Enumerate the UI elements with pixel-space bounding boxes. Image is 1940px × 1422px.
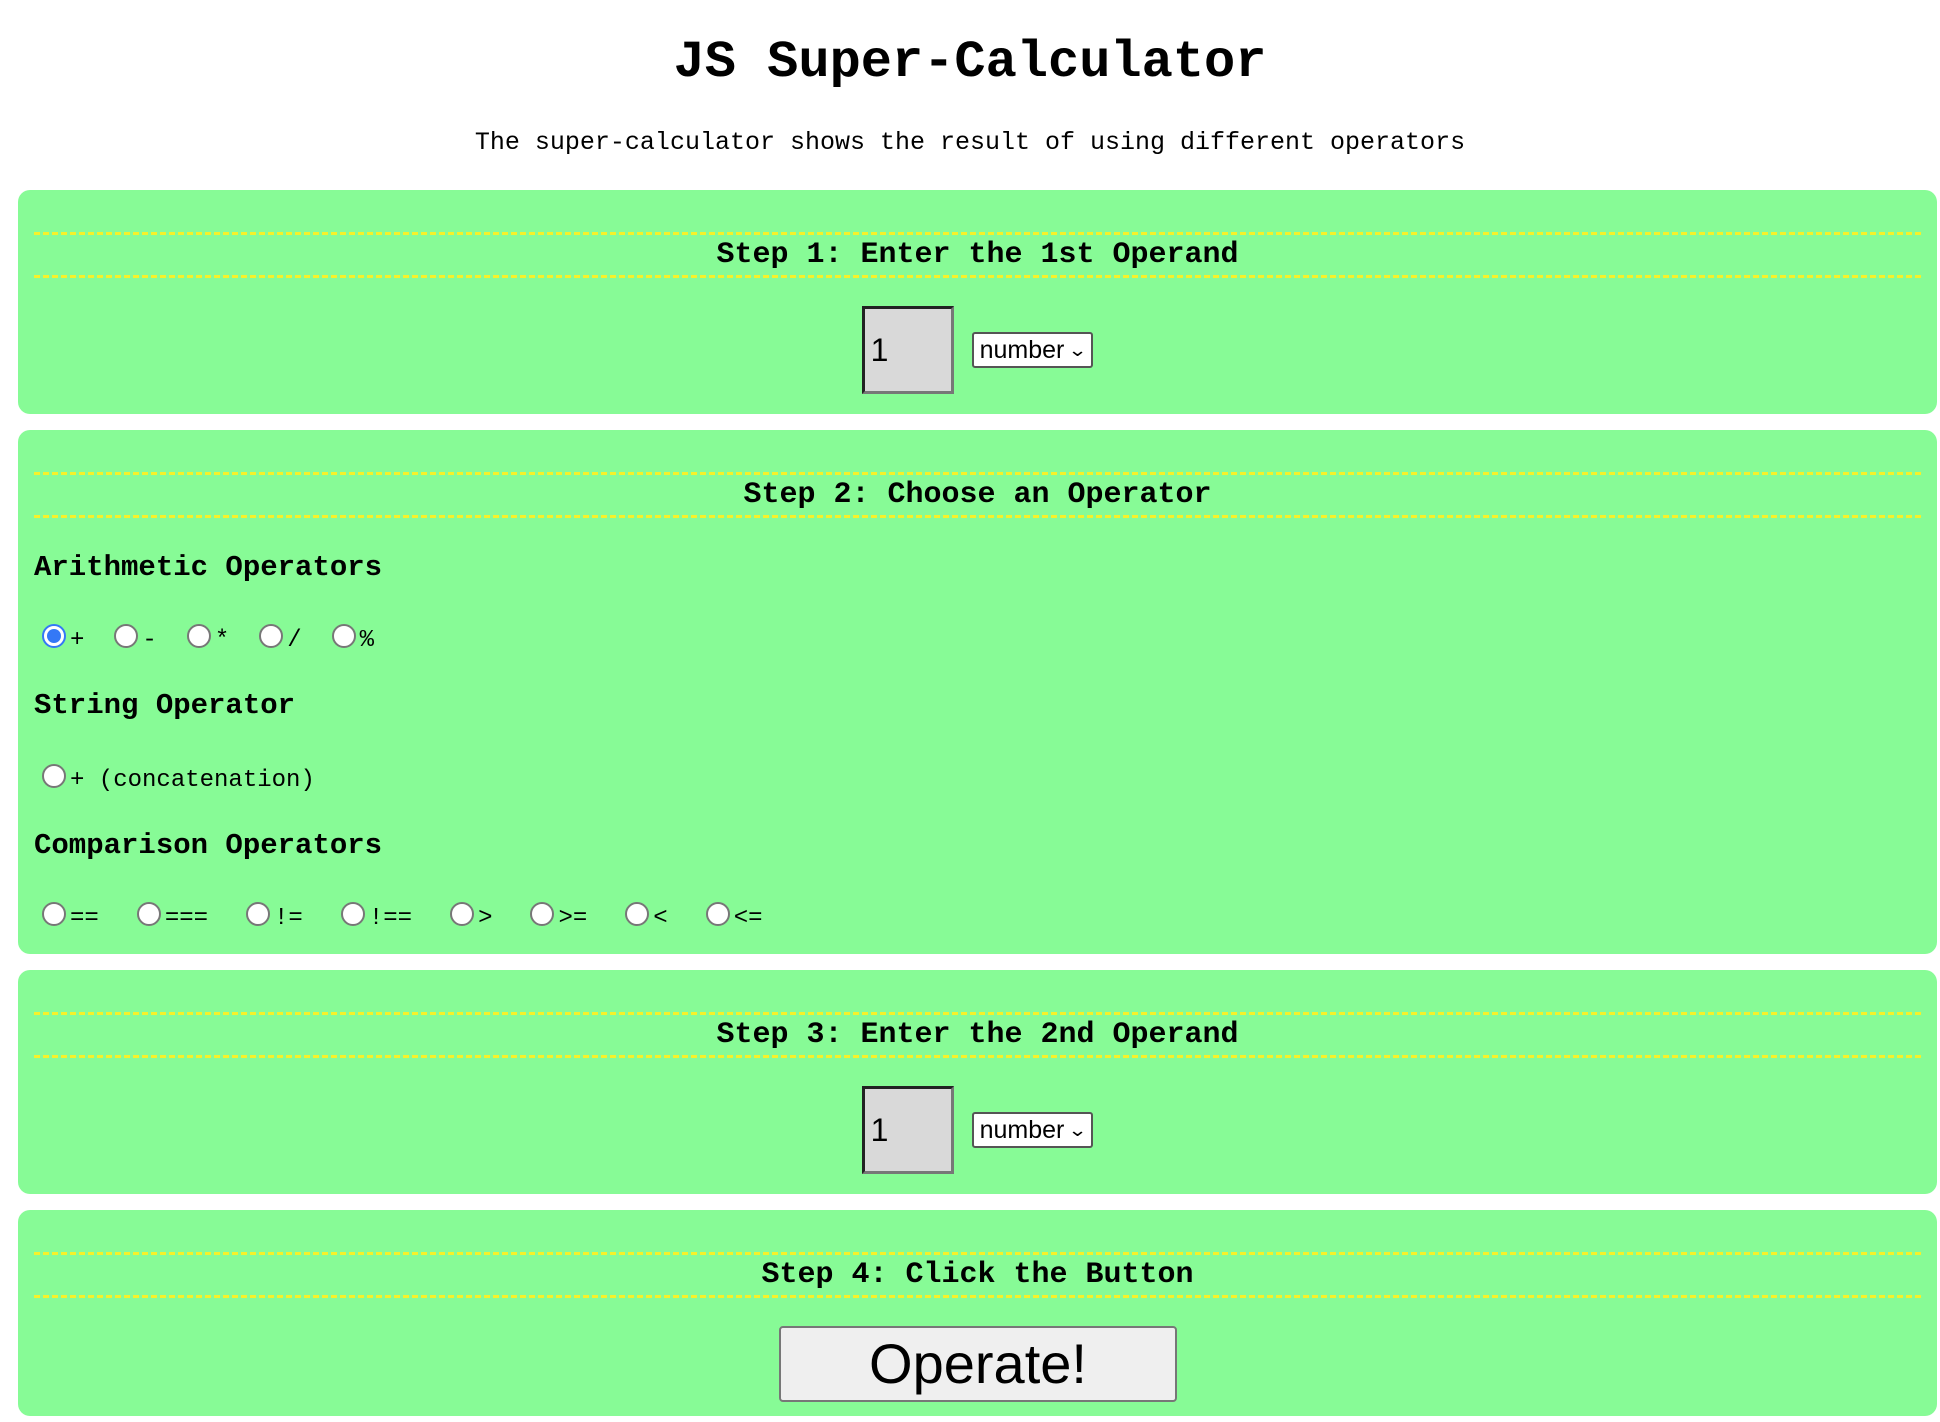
radio-modulo[interactable] xyxy=(331,624,356,648)
radio-eq[interactable] xyxy=(42,902,66,926)
radio-label-subtract: - xyxy=(142,626,157,654)
radio-strict-eq[interactable] xyxy=(136,902,161,926)
radio-label-strict-neq: !== xyxy=(368,904,413,932)
radio-option-strict-neq[interactable]: !== xyxy=(340,902,413,932)
step4-title: Step 4: Click the Button xyxy=(34,1252,1921,1298)
radio-label-modulo: % xyxy=(359,626,375,654)
string-options: + (concatenation) xyxy=(42,762,345,798)
operand2-input[interactable]: 1 xyxy=(861,1086,954,1174)
radio-option-divide[interactable]: / xyxy=(259,624,302,654)
step3-title: Step 3: Enter the 2nd Operand xyxy=(34,1012,1921,1058)
step3-operand-row: 1 number ⌄ xyxy=(18,1086,1937,1174)
radio-option-lt[interactable]: < xyxy=(625,902,668,932)
radio-label-strict-eq: === xyxy=(164,904,209,932)
radio-multiply[interactable] xyxy=(186,624,211,648)
step1-panel: Step 1: Enter the 1st Operand 1 number ⌄ xyxy=(18,190,1937,414)
comparison-options: == === != !== > >= xyxy=(42,900,793,936)
radio-label-neq: != xyxy=(274,904,303,932)
step2-title: Step 2: Choose an Operator xyxy=(34,472,1921,518)
radio-divide[interactable] xyxy=(259,624,284,648)
radio-label-add: + xyxy=(70,626,85,654)
step1-title: Step 1: Enter the 1st Operand xyxy=(34,232,1921,278)
radio-subtract[interactable] xyxy=(114,624,139,648)
radio-option-gt[interactable]: > xyxy=(450,902,493,932)
radio-label-gte: >= xyxy=(558,904,588,932)
radio-lte[interactable] xyxy=(705,902,730,926)
radio-option-lte[interactable]: <= xyxy=(705,902,763,932)
radio-neq[interactable] xyxy=(246,902,271,926)
step3-panel: Step 3: Enter the 2nd Operand 1 number ⌄ xyxy=(18,970,1937,1194)
operand2-type-select[interactable]: number ⌄ xyxy=(971,1112,1094,1148)
step2-panel: Step 2: Choose an Operator Arithmetic Op… xyxy=(18,430,1937,954)
radio-option-add[interactable]: + xyxy=(42,624,85,654)
arithmetic-options: + - * / % xyxy=(42,622,404,658)
arithmetic-heading: Arithmetic Operators xyxy=(34,551,383,584)
operand1-type-select[interactable]: number ⌄ xyxy=(971,332,1094,368)
radio-option-subtract[interactable]: - xyxy=(114,624,157,654)
radio-gt[interactable] xyxy=(450,902,475,926)
chevron-down-icon: ⌄ xyxy=(1068,340,1088,360)
step1-operand-row: 1 number ⌄ xyxy=(18,306,1937,394)
radio-label-multiply: * xyxy=(214,626,230,654)
radio-concat[interactable] xyxy=(42,764,66,788)
radio-strict-neq[interactable] xyxy=(340,902,365,926)
radio-label-divide: / xyxy=(287,626,302,654)
radio-option-neq[interactable]: != xyxy=(246,902,303,932)
page-subtitle: The super-calculator shows the result of… xyxy=(474,128,1466,157)
radio-option-concat[interactable]: + (concatenation) xyxy=(42,764,315,794)
radio-label-lt: < xyxy=(653,904,668,932)
comparison-heading: Comparison Operators xyxy=(34,829,383,862)
radio-label-concat: + (concatenation) xyxy=(70,766,315,794)
operand2-type-value: number xyxy=(979,1115,1065,1144)
radio-option-strict-eq[interactable]: === xyxy=(136,902,209,932)
operate-button[interactable]: Operate! xyxy=(779,1326,1177,1402)
operand1-input[interactable]: 1 xyxy=(861,306,954,394)
radio-label-eq: == xyxy=(70,904,99,932)
radio-option-eq[interactable]: == xyxy=(42,902,99,932)
chevron-down-icon: ⌄ xyxy=(1068,1120,1088,1140)
radio-add[interactable] xyxy=(42,624,66,648)
radio-gte[interactable] xyxy=(530,902,555,926)
radio-option-modulo[interactable]: % xyxy=(331,624,375,654)
radio-label-gt: > xyxy=(478,904,493,932)
page-title: JS Super-Calculator xyxy=(673,33,1267,92)
step4-panel: Step 4: Click the Button Operate! xyxy=(18,1210,1937,1416)
operand1-type-value: number xyxy=(979,335,1065,364)
radio-option-multiply[interactable]: * xyxy=(186,624,230,654)
radio-lt[interactable] xyxy=(625,902,650,926)
radio-label-lte: <= xyxy=(733,904,763,932)
radio-option-gte[interactable]: >= xyxy=(530,902,588,932)
string-heading: String Operator xyxy=(34,689,296,722)
